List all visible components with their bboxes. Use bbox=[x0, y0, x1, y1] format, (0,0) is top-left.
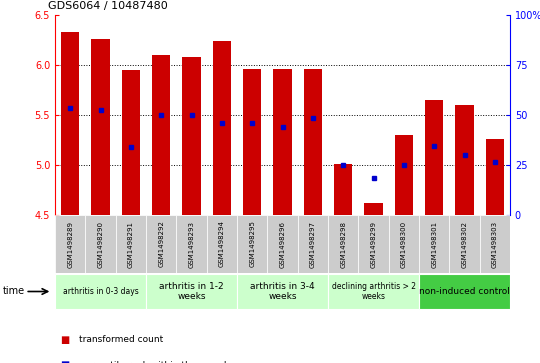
Bar bbox=[328, 215, 359, 273]
Bar bbox=[237, 215, 267, 273]
Text: arthritis in 3-4
weeks: arthritis in 3-4 weeks bbox=[250, 282, 315, 301]
Text: GSM1498298: GSM1498298 bbox=[340, 220, 346, 268]
Bar bbox=[455, 105, 474, 215]
Bar bbox=[243, 69, 261, 215]
Bar bbox=[61, 32, 79, 215]
Text: GSM1498295: GSM1498295 bbox=[249, 221, 255, 268]
Text: GSM1498301: GSM1498301 bbox=[431, 220, 437, 268]
Bar bbox=[213, 41, 231, 215]
Text: transformed count: transformed count bbox=[79, 335, 164, 344]
Bar bbox=[91, 39, 110, 215]
Bar bbox=[55, 274, 146, 309]
Bar bbox=[334, 164, 352, 215]
Text: GDS6064 / 10487480: GDS6064 / 10487480 bbox=[48, 1, 167, 12]
Text: arthritis in 1-2
weeks: arthritis in 1-2 weeks bbox=[159, 282, 224, 301]
Text: GSM1498294: GSM1498294 bbox=[219, 221, 225, 268]
Text: GSM1498303: GSM1498303 bbox=[492, 220, 498, 268]
Bar bbox=[328, 274, 419, 309]
Bar bbox=[183, 57, 200, 215]
Bar bbox=[116, 215, 146, 273]
Text: GSM1498302: GSM1498302 bbox=[462, 220, 468, 268]
Bar bbox=[419, 274, 510, 309]
Bar bbox=[364, 203, 383, 215]
Bar bbox=[449, 215, 480, 273]
Bar bbox=[303, 69, 322, 215]
Bar bbox=[359, 215, 389, 273]
Bar bbox=[207, 215, 237, 273]
Text: time: time bbox=[3, 286, 25, 297]
Bar bbox=[85, 215, 116, 273]
Bar bbox=[267, 215, 298, 273]
Bar bbox=[480, 215, 510, 273]
Bar bbox=[146, 274, 237, 309]
Bar bbox=[55, 215, 85, 273]
Text: GSM1498291: GSM1498291 bbox=[128, 220, 134, 268]
Bar bbox=[419, 215, 449, 273]
Bar bbox=[425, 100, 443, 215]
Text: non-induced control: non-induced control bbox=[419, 287, 510, 296]
Text: GSM1498297: GSM1498297 bbox=[310, 220, 316, 268]
Bar bbox=[152, 55, 170, 215]
Text: GSM1498290: GSM1498290 bbox=[98, 220, 104, 268]
Text: GSM1498292: GSM1498292 bbox=[158, 221, 164, 268]
Bar bbox=[146, 215, 177, 273]
Text: percentile rank within the sample: percentile rank within the sample bbox=[79, 361, 232, 363]
Text: declining arthritis > 2
weeks: declining arthritis > 2 weeks bbox=[332, 282, 415, 301]
Bar bbox=[273, 69, 292, 215]
Bar bbox=[237, 274, 328, 309]
Text: GSM1498299: GSM1498299 bbox=[370, 220, 376, 268]
Text: GSM1498289: GSM1498289 bbox=[67, 220, 73, 268]
Bar bbox=[389, 215, 419, 273]
Bar bbox=[486, 139, 504, 215]
Bar bbox=[395, 135, 413, 215]
Text: arthritis in 0-3 days: arthritis in 0-3 days bbox=[63, 287, 138, 296]
Text: ■: ■ bbox=[60, 335, 70, 345]
Bar bbox=[122, 70, 140, 215]
Text: GSM1498296: GSM1498296 bbox=[280, 220, 286, 268]
Bar bbox=[177, 215, 207, 273]
Bar bbox=[298, 215, 328, 273]
Text: ■: ■ bbox=[60, 360, 70, 363]
Text: GSM1498293: GSM1498293 bbox=[188, 220, 194, 268]
Text: GSM1498300: GSM1498300 bbox=[401, 220, 407, 268]
